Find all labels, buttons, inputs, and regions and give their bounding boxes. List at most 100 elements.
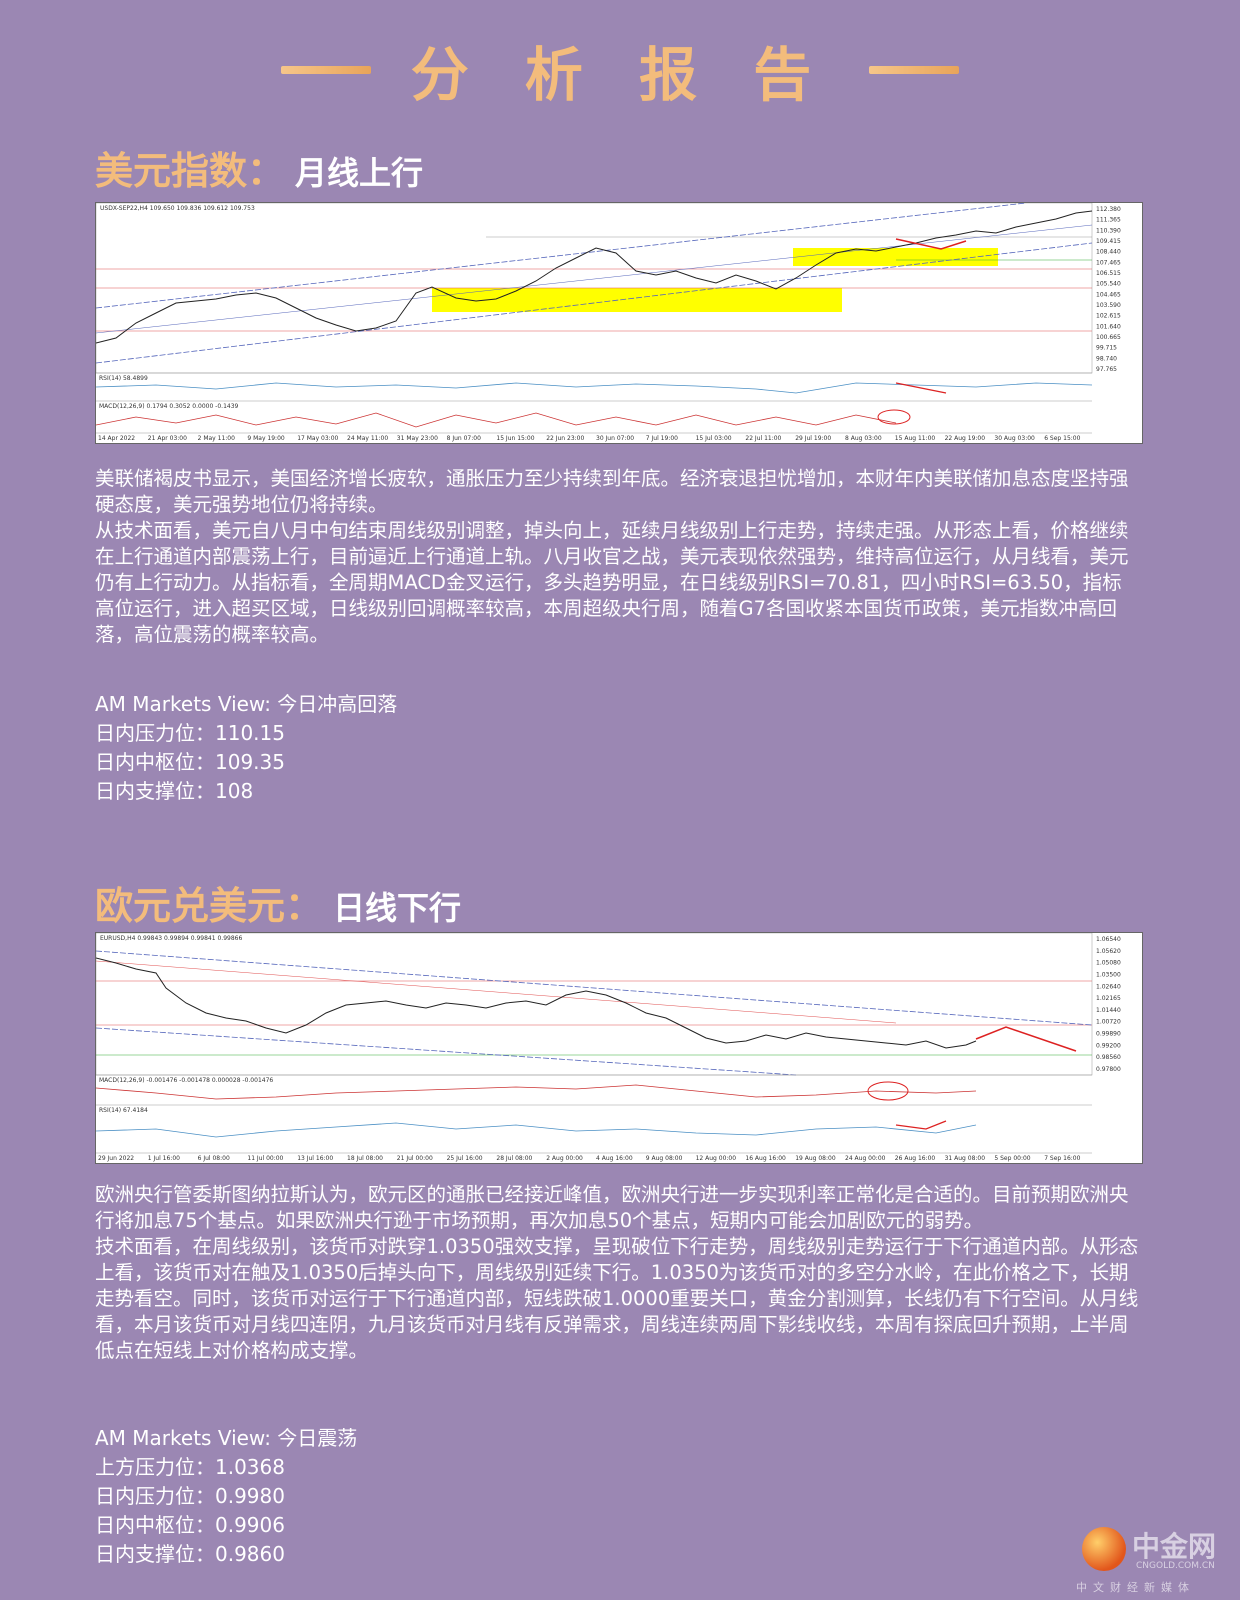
eurusd-paragraph-2: 技术面看，在周线级别，该货币对跌穿1.0350强效支撑，呈现破位下行走势，周线级… bbox=[95, 1235, 1139, 1362]
usdx-level-support: 日内支撑位：108 bbox=[95, 779, 254, 803]
eurusd-analysis: 欧洲央行管委斯图纳拉斯认为，欧元区的通胀已经接近峰值，欧洲央行进一步实现利率正常… bbox=[95, 1182, 1141, 1364]
logo-domain: CNGOLD.COM.CN bbox=[1136, 1561, 1215, 1571]
eurusd-macd-label: MACD(12,26,9) -0.001476 -0.001478 0.0000… bbox=[99, 1077, 273, 1084]
section-title-eurusd: 欧元兑美元： 日线下行 bbox=[95, 875, 461, 930]
eurusd-date-tick: 29 Jun 2022 bbox=[98, 1155, 134, 1162]
usdx-support-zone-1 bbox=[432, 288, 842, 312]
usdx-price-tick: 108.440 bbox=[1096, 249, 1121, 256]
usdx-price-tick: 105.540 bbox=[1096, 281, 1121, 288]
usdx-price-tick: 102.615 bbox=[1096, 313, 1121, 320]
usdx-paragraph-1: 美联储褐皮书显示，美国经济增长疲软，通胀压力至少持续到年底。经济衰退担忧增加，本… bbox=[95, 467, 1129, 516]
eurusd-date-tick: 24 Aug 00:00 bbox=[845, 1155, 886, 1162]
usdx-date-tick: 21 Apr 03:00 bbox=[148, 435, 187, 442]
usdx-analysis: 美联储褐皮书显示，美国经济增长疲软，通胀压力至少持续到年底。经济衰退担忧增加，本… bbox=[95, 466, 1141, 648]
eurusd-date-tick: 2 Aug 00:00 bbox=[546, 1155, 583, 1162]
eurusd-price-tick: 0.97800 bbox=[1096, 1066, 1121, 1073]
eurusd-macd-circle bbox=[867, 1081, 909, 1101]
usdx-price-line bbox=[96, 210, 1093, 344]
eurusd-date-tick: 19 Aug 08:00 bbox=[795, 1155, 836, 1162]
header-left-dash bbox=[280, 66, 371, 74]
usdx-price-tick: 111.365 bbox=[1096, 217, 1121, 224]
usdx-macd-circle bbox=[877, 409, 911, 425]
usdx-chart: USDX-SEP22,H4 109.650 109.836 109.612 10… bbox=[95, 202, 1143, 444]
usdx-price-tick: 101.640 bbox=[1096, 323, 1121, 330]
usdx-price-tick: 98.740 bbox=[1096, 355, 1117, 362]
usdx-rsi-label: RSI(14) 58.4899 bbox=[99, 375, 148, 382]
report-header: 分 析 报 告 bbox=[0, 30, 1240, 110]
usdx-date-tick: 9 May 19:00 bbox=[247, 435, 285, 442]
eurusd-date-tick: 31 Aug 08:00 bbox=[945, 1155, 986, 1162]
eurusd-chart-header: EURUSD,H4 0.99843 0.99894 0.99841 0.9986… bbox=[100, 935, 242, 942]
eurusd-date-tick: 7 Sep 16:00 bbox=[1044, 1155, 1080, 1162]
logo-slogan: 中文财经新媒体 bbox=[1076, 1581, 1195, 1594]
usdx-date-tick: 22 Jun 23:00 bbox=[546, 435, 584, 442]
usdx-date-tick: 24 May 11:00 bbox=[347, 435, 388, 442]
eurusd-price-tick: 0.98560 bbox=[1096, 1054, 1121, 1061]
section-title-usdx: 美元指数： 月线上行 bbox=[95, 140, 423, 195]
usdx-date-tick: 30 Jun 07:00 bbox=[596, 435, 634, 442]
eurusd-date-tick: 28 Jul 08:00 bbox=[496, 1155, 532, 1162]
usdx-date-tick: 31 May 23:00 bbox=[397, 435, 438, 442]
usdx-price-tick: 112.380 bbox=[1096, 206, 1121, 213]
eurusd-date-tick: 1 Jul 16:00 bbox=[148, 1155, 180, 1162]
eurusd-date-tick: 25 Jul 16:00 bbox=[447, 1155, 483, 1162]
usdx-level-resistance: 日内压力位：110.15 bbox=[95, 721, 285, 745]
eurusd-price-line bbox=[96, 957, 977, 1049]
usdx-date-tick: 8 Jun 07:00 bbox=[447, 435, 481, 442]
logo-name: 中金网 bbox=[1132, 1530, 1217, 1563]
section-name: 欧元兑美元： bbox=[95, 884, 324, 928]
eurusd-levels: AM Markets View: 今日震荡 上方压力位：1.0368 日内压力位… bbox=[95, 1424, 795, 1569]
eurusd-level-resistance: 日内压力位：0.9980 bbox=[95, 1484, 285, 1508]
usdx-date-tick: 22 Jul 11:00 bbox=[745, 435, 781, 442]
usdx-date-tick: 15 Jul 03:00 bbox=[696, 435, 732, 442]
eurusd-forecast-arrow bbox=[975, 1026, 1077, 1052]
eurusd-level-support: 日内支撑位：0.9860 bbox=[95, 1542, 285, 1566]
cngold-logo: 中金网 CNGOLD.COM.CN 中文财经新媒体 bbox=[1076, 1525, 1232, 1594]
logo-mark-icon bbox=[1082, 1527, 1126, 1571]
usdx-price-tick: 97.765 bbox=[1096, 366, 1117, 373]
usdx-macd-label: MACD(12,26,9) 0.1794 0.3052 0.0000 -0.14… bbox=[99, 403, 239, 410]
usdx-date-tick: 14 Apr 2022 bbox=[98, 435, 135, 442]
eurusd-date-tick: 16 Aug 16:00 bbox=[745, 1155, 786, 1162]
usdx-market-view: AM Markets View: 今日冲高回落 bbox=[95, 692, 398, 716]
usdx-date-tick: 2 May 11:00 bbox=[198, 435, 236, 442]
usdx-date-tick: 8 Aug 03:00 bbox=[845, 435, 882, 442]
usdx-date-tick: 15 Aug 11:00 bbox=[895, 435, 936, 442]
usdx-date-tick: 6 Sep 15:00 bbox=[1044, 435, 1080, 442]
usdx-date-tick: 30 Aug 03:00 bbox=[994, 435, 1035, 442]
section-subtitle: 日线下行 bbox=[333, 889, 462, 927]
eurusd-date-tick: 21 Jul 00:00 bbox=[397, 1155, 433, 1162]
eurusd-date-tick: 26 Aug 16:00 bbox=[895, 1155, 936, 1162]
usdx-chart-svg: USDX-SEP22,H4 109.650 109.836 109.612 10… bbox=[96, 203, 1121, 442]
eurusd-level-upper-resistance: 上方压力位：1.0368 bbox=[95, 1455, 285, 1479]
usdx-date-tick: 7 Jul 19:00 bbox=[646, 435, 678, 442]
usdx-price-tick: 103.590 bbox=[1096, 302, 1121, 309]
eurusd-date-tick: 12 Aug 00:00 bbox=[696, 1155, 737, 1162]
section-name: 美元指数： bbox=[95, 149, 286, 193]
usdx-date-tick: 17 May 03:00 bbox=[297, 435, 338, 442]
eurusd-date-tick: 18 Jul 08:00 bbox=[347, 1155, 383, 1162]
usdx-date-tick: 22 Aug 19:00 bbox=[945, 435, 986, 442]
eurusd-price-tick: 1.03500 bbox=[1096, 971, 1121, 978]
eurusd-price-tick: 1.06540 bbox=[1096, 936, 1121, 943]
usdx-level-pivot: 日内中枢位：109.35 bbox=[95, 750, 285, 774]
header-right-dash bbox=[869, 66, 960, 74]
eurusd-date-tick: 6 Jul 08:00 bbox=[198, 1155, 230, 1162]
usdx-price-tick: 107.465 bbox=[1096, 259, 1121, 266]
usdx-price-tick: 109.415 bbox=[1096, 238, 1121, 245]
usdx-forecast-arrow bbox=[895, 238, 967, 250]
usdx-paragraph-2: 从技术面看，美元自八月中旬结束周线级别调整，掉头向上，延续月线级别上行走势，持续… bbox=[95, 519, 1129, 646]
eurusd-price-tick: 1.00720 bbox=[1096, 1019, 1121, 1026]
section-subtitle: 月线上行 bbox=[295, 154, 424, 192]
eurusd-price-tick: 1.05080 bbox=[1096, 960, 1121, 967]
usdx-rsi-arrow bbox=[895, 382, 947, 394]
eurusd-price-tick: 1.01440 bbox=[1096, 1007, 1121, 1014]
usdx-date-tick: 29 Jul 19:00 bbox=[795, 435, 831, 442]
eurusd-price-tick: 0.99890 bbox=[1096, 1031, 1121, 1038]
usdx-support-zone-2 bbox=[793, 248, 998, 266]
eurusd-price-tick: 1.02640 bbox=[1096, 983, 1121, 990]
page-title: 分 析 报 告 bbox=[410, 41, 830, 109]
usdx-price-tick: 104.465 bbox=[1096, 291, 1121, 298]
usdx-price-tick: 110.390 bbox=[1096, 227, 1121, 234]
eurusd-market-view: AM Markets View: 今日震荡 bbox=[95, 1426, 358, 1450]
